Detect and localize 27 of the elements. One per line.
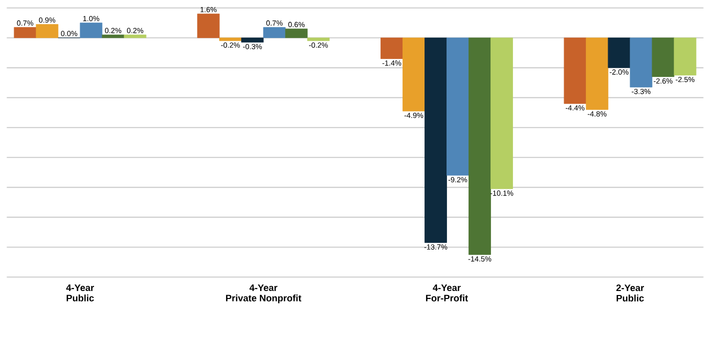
bar [468,38,491,255]
bar [14,27,36,38]
bar [674,38,696,76]
bar [197,14,220,38]
bar [424,38,447,243]
x-tick-label: 2-Year Public [616,284,644,302]
bar [241,38,264,42]
bar [124,34,146,38]
x-tick-label: 4-Year For-Profit [426,284,468,302]
bar [307,38,330,41]
bar [402,38,425,112]
bar [564,38,586,104]
bar [36,24,58,38]
bar [102,34,124,38]
bar [263,27,286,38]
x-tick-label: 4-Year Private Nonprofit [226,284,302,304]
bar [446,38,469,176]
bar [380,38,403,59]
bar [586,38,608,110]
bar [80,22,102,38]
bar [652,38,674,77]
bar [219,38,242,41]
bar [285,28,308,38]
x-tick-label: 4-Year Public [66,284,94,302]
bar [490,38,513,189]
bar [608,38,630,68]
bar [630,38,652,88]
